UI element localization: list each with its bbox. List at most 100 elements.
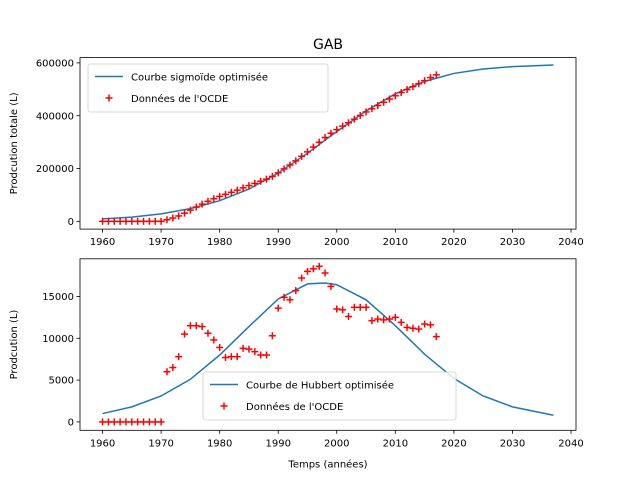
bottom-data-point: [385, 315, 393, 323]
top-y-tick-label: 400000: [36, 111, 74, 122]
bottom-data-point: [227, 353, 235, 361]
bottom-x-tick-label: 2010: [383, 438, 408, 449]
bottom-y-tick-label: 10000: [42, 334, 74, 345]
top-data-point: [99, 217, 107, 225]
top-data-point: [116, 217, 124, 225]
top-plot-area: [99, 64, 554, 225]
top-data-point: [380, 98, 388, 106]
top-data-point: [409, 83, 417, 91]
top-y-tick-label: 600000: [36, 58, 74, 69]
bottom-data-point: [397, 318, 405, 326]
top-y-tick-label: 0: [68, 217, 74, 228]
top-data-point: [292, 157, 300, 165]
bottom-data-point: [380, 316, 388, 324]
top-x-tick-label: 1960: [90, 237, 115, 248]
top-data-point: [181, 209, 189, 217]
bottom-data-point: [268, 332, 276, 340]
top-data-point: [339, 122, 347, 130]
bottom-data-point: [198, 323, 206, 331]
bottom-x-tick-label: 1960: [90, 438, 115, 449]
top-data-point: [304, 148, 312, 156]
bottom-data-point: [309, 265, 317, 273]
top-data-point: [426, 74, 434, 82]
bottom-data-point: [339, 306, 347, 314]
bottom-data-point: [415, 325, 423, 333]
bottom-data-point: [204, 329, 212, 337]
bottom-data-point: [99, 418, 107, 426]
top-data-point: [432, 71, 440, 79]
bottom-x-tick-label: 2020: [441, 438, 466, 449]
top-data-point: [145, 217, 153, 225]
bottom-data-point: [432, 333, 440, 341]
bottom-data-point: [233, 353, 241, 361]
top-data-point: [157, 217, 165, 225]
top-data-point: [344, 119, 352, 127]
bottom-data-point: [151, 418, 159, 426]
bottom-data-point: [163, 368, 171, 376]
bottom-data-point: [391, 313, 399, 321]
bottom-data-point: [110, 418, 118, 426]
bottom-data-point: [104, 418, 112, 426]
bottom-data-point: [216, 343, 224, 351]
bottom-data-point: [362, 303, 370, 311]
top-data-point: [374, 101, 382, 109]
top-y-axis-label: Prodcution totale (L): [9, 92, 20, 194]
bottom-data-point: [175, 353, 183, 361]
bottom-data-point: [134, 418, 142, 426]
top-data-point: [204, 197, 212, 205]
top-data-point: [216, 192, 224, 200]
top-x-tick-label: 1980: [207, 237, 232, 248]
top-data-point: [110, 217, 118, 225]
bottom-x-axis-label: Temps (années): [287, 458, 367, 470]
bottom-data-point: [344, 313, 352, 321]
top-x-tick-label: 2040: [558, 237, 583, 248]
bottom-data-point: [145, 418, 153, 426]
top-data-point: [327, 129, 335, 137]
bottom-data-point: [157, 418, 165, 426]
top-data-point: [227, 188, 235, 196]
top-data-point: [368, 105, 376, 113]
bottom-x-tick-label: 2040: [558, 438, 583, 449]
bottom-data-point: [298, 274, 306, 282]
top-data-point: [175, 212, 183, 220]
bottom-data-point: [315, 262, 323, 270]
top-x-tick-label: 1990: [265, 237, 290, 248]
bottom-data-point: [128, 418, 136, 426]
bottom-legend: Courbe de Hubbert optimisée Données de l'…: [202, 371, 457, 421]
bottom-data-point: [181, 330, 189, 338]
top-data-point: [298, 152, 306, 160]
top-series-data-points: [99, 71, 440, 225]
bottom-data-point: [251, 348, 259, 356]
bottom-data-point: [186, 322, 194, 330]
bottom-data-point: [210, 336, 218, 344]
bottom-data-point: [222, 354, 230, 362]
bottom-data-point: [280, 293, 288, 301]
top-x-tick-label: 2000: [324, 237, 349, 248]
bottom-data-point: [421, 320, 429, 328]
top-data-point: [333, 126, 341, 134]
bottom-data-point: [374, 315, 382, 323]
bottom-y-axis-label: Prodcution (L): [9, 310, 20, 380]
top-data-point: [134, 217, 142, 225]
top-data-point: [415, 80, 423, 88]
bottom-data-point: [257, 351, 265, 359]
bottom-x-tick-label: 2000: [324, 438, 349, 449]
top-data-point: [385, 95, 393, 103]
top-x-tick-label: 2030: [500, 237, 525, 248]
top-data-point: [128, 217, 136, 225]
top-x-tick-label: 1970: [148, 237, 173, 248]
top-data-point: [192, 203, 200, 211]
bottom-y-tick-label: 0: [68, 418, 74, 429]
top-data-point: [245, 182, 253, 190]
top-data-point: [122, 217, 130, 225]
bottom-data-point: [263, 351, 271, 359]
top-data-point: [233, 186, 241, 194]
top-axes-frame: [79, 57, 577, 230]
bottom-data-point: [122, 418, 130, 426]
bottom-data-point: [274, 304, 282, 312]
top-y-tick-label: 200000: [36, 164, 74, 175]
top-data-point: [356, 112, 364, 120]
top-data-point: [140, 217, 148, 225]
bottom-data-point: [403, 323, 411, 331]
